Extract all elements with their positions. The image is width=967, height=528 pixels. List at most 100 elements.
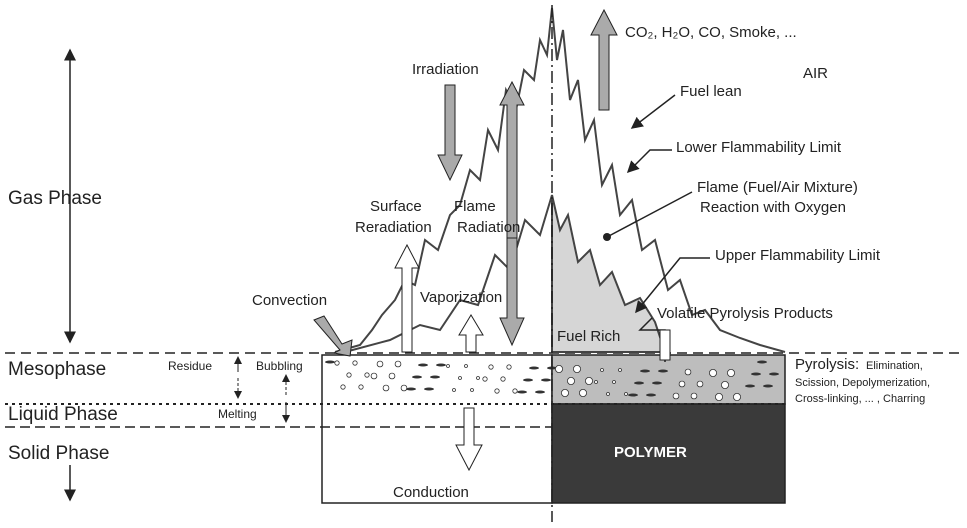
- bubble: [436, 363, 446, 367]
- bubble: [424, 387, 434, 391]
- bubble: [733, 392, 742, 401]
- bubble: [446, 364, 450, 368]
- bubble: [585, 376, 594, 385]
- bubble: [690, 392, 698, 400]
- bubble: [346, 372, 352, 378]
- label: Bubbling: [256, 359, 303, 373]
- label: Reradiation: [355, 219, 432, 236]
- phase-label: Liquid Phase: [8, 404, 118, 425]
- bubble: [376, 360, 384, 368]
- bubble: [412, 375, 422, 379]
- bubble: [600, 368, 604, 372]
- bubble: [517, 390, 527, 394]
- reradiation-arrow: [394, 243, 420, 353]
- label: AIR: [803, 65, 828, 82]
- bubble: [727, 368, 736, 377]
- bubble: [400, 384, 408, 392]
- bubble: [352, 360, 358, 366]
- label: Cross-linking, ... , Charring: [795, 393, 925, 405]
- bubble: [678, 380, 686, 388]
- label: Vaporization: [420, 289, 502, 306]
- phase-label: Solid Phase: [8, 443, 109, 464]
- bubble: [618, 368, 622, 372]
- label: Pyrolysis:: [795, 356, 859, 373]
- bubble: [364, 372, 370, 378]
- bubble: [382, 384, 390, 392]
- bubble: [470, 388, 474, 392]
- products-arrow: [590, 8, 618, 111]
- bubble: [512, 388, 518, 394]
- label: Elimination,: [866, 360, 923, 372]
- bubble: [476, 376, 480, 380]
- bubble: [709, 368, 718, 377]
- irradiation-arrow: [437, 84, 463, 182]
- left-polymer: [321, 354, 553, 504]
- bubble: [628, 393, 638, 397]
- label: Conduction: [393, 484, 469, 501]
- bubble: [523, 378, 533, 382]
- bubble: [567, 376, 576, 385]
- bubble: [394, 360, 402, 368]
- bubble: [541, 378, 551, 382]
- phase-label: Gas Phase: [8, 188, 102, 209]
- label: Radiation: [457, 219, 520, 236]
- label: Flame (Fuel/Air Mixture): [697, 179, 858, 196]
- bubble: [430, 375, 440, 379]
- label: Irradiation: [412, 61, 479, 78]
- phase-label: Mesophase: [8, 359, 106, 380]
- bubble: [751, 372, 761, 376]
- conduction-arrow: [455, 407, 483, 472]
- label: Convection: [252, 292, 327, 309]
- bubble: [500, 376, 506, 382]
- bubble: [406, 387, 416, 391]
- bubble: [325, 360, 335, 364]
- bubble: [612, 380, 616, 384]
- leader: [626, 149, 672, 174]
- bubble: [573, 364, 582, 373]
- bubble: [388, 372, 396, 380]
- label: Melting: [218, 407, 257, 421]
- bubble: [358, 384, 364, 390]
- bubble: [606, 392, 610, 396]
- bubble: [721, 380, 730, 389]
- bubble: [418, 363, 428, 367]
- label: Lower Flammability Limit: [676, 139, 842, 156]
- label: Reaction with Oxygen: [700, 199, 846, 216]
- bubble: [769, 372, 779, 376]
- flame-radiation-down: [499, 237, 525, 347]
- bubble: [458, 376, 462, 380]
- bubble: [658, 369, 668, 373]
- label: Fuel lean: [680, 83, 742, 100]
- bubble: [594, 380, 598, 384]
- bubble: [506, 364, 512, 370]
- label: Upper Flammability Limit: [715, 247, 881, 264]
- bubble: [340, 384, 346, 390]
- label: CO₂, H₂O, CO, Smoke, ...: [625, 24, 797, 41]
- bubble: [646, 393, 656, 397]
- volatile-arrow: [659, 329, 671, 361]
- flame-outer: [334, 7, 786, 353]
- right-polymer: [551, 403, 786, 504]
- bubble: [696, 380, 704, 388]
- label: Scission, Depolymerization,: [795, 377, 930, 389]
- flame-radiation-up: [499, 80, 525, 251]
- bubble: [757, 360, 767, 364]
- bubble: [634, 381, 644, 385]
- leader: [630, 94, 676, 129]
- leader-dot: [603, 233, 611, 241]
- leader: [635, 257, 710, 314]
- bubble: [715, 392, 724, 401]
- bubble: [763, 384, 773, 388]
- bubble: [684, 368, 692, 376]
- bubble: [488, 364, 494, 370]
- bubble: [561, 388, 570, 397]
- bubble: [624, 392, 628, 396]
- bubble: [494, 388, 500, 394]
- leader: [606, 191, 693, 238]
- label: POLYMER: [614, 444, 687, 461]
- convection-arrow: [313, 315, 353, 357]
- vaporization-arrow: [458, 314, 484, 353]
- bubble: [672, 392, 680, 400]
- bubble: [464, 364, 468, 368]
